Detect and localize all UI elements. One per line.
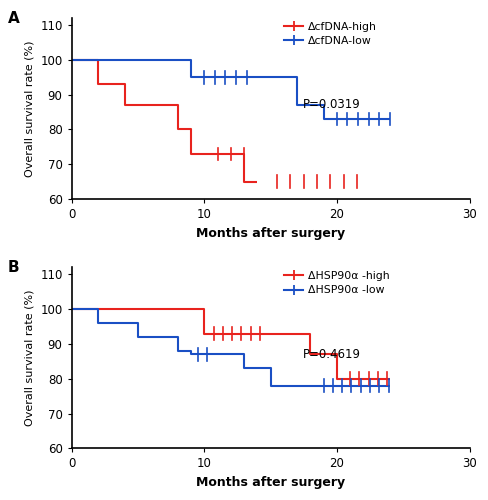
Legend: ΔHSP90α -high, ΔHSP90α -low: ΔHSP90α -high, ΔHSP90α -low xyxy=(284,271,389,295)
Y-axis label: Overall survival rate (%): Overall survival rate (%) xyxy=(25,40,35,177)
Legend: ΔcfDNA-high, ΔcfDNA-low: ΔcfDNA-high, ΔcfDNA-low xyxy=(284,22,377,46)
X-axis label: Months after surgery: Months after surgery xyxy=(196,476,345,489)
X-axis label: Months after surgery: Months after surgery xyxy=(196,226,345,239)
Text: A: A xyxy=(8,11,20,26)
Text: B: B xyxy=(8,260,20,275)
Text: P=0.4619: P=0.4619 xyxy=(303,348,361,360)
Text: P=0.0319: P=0.0319 xyxy=(303,98,360,112)
Y-axis label: Overall survival rate (%): Overall survival rate (%) xyxy=(25,290,35,426)
